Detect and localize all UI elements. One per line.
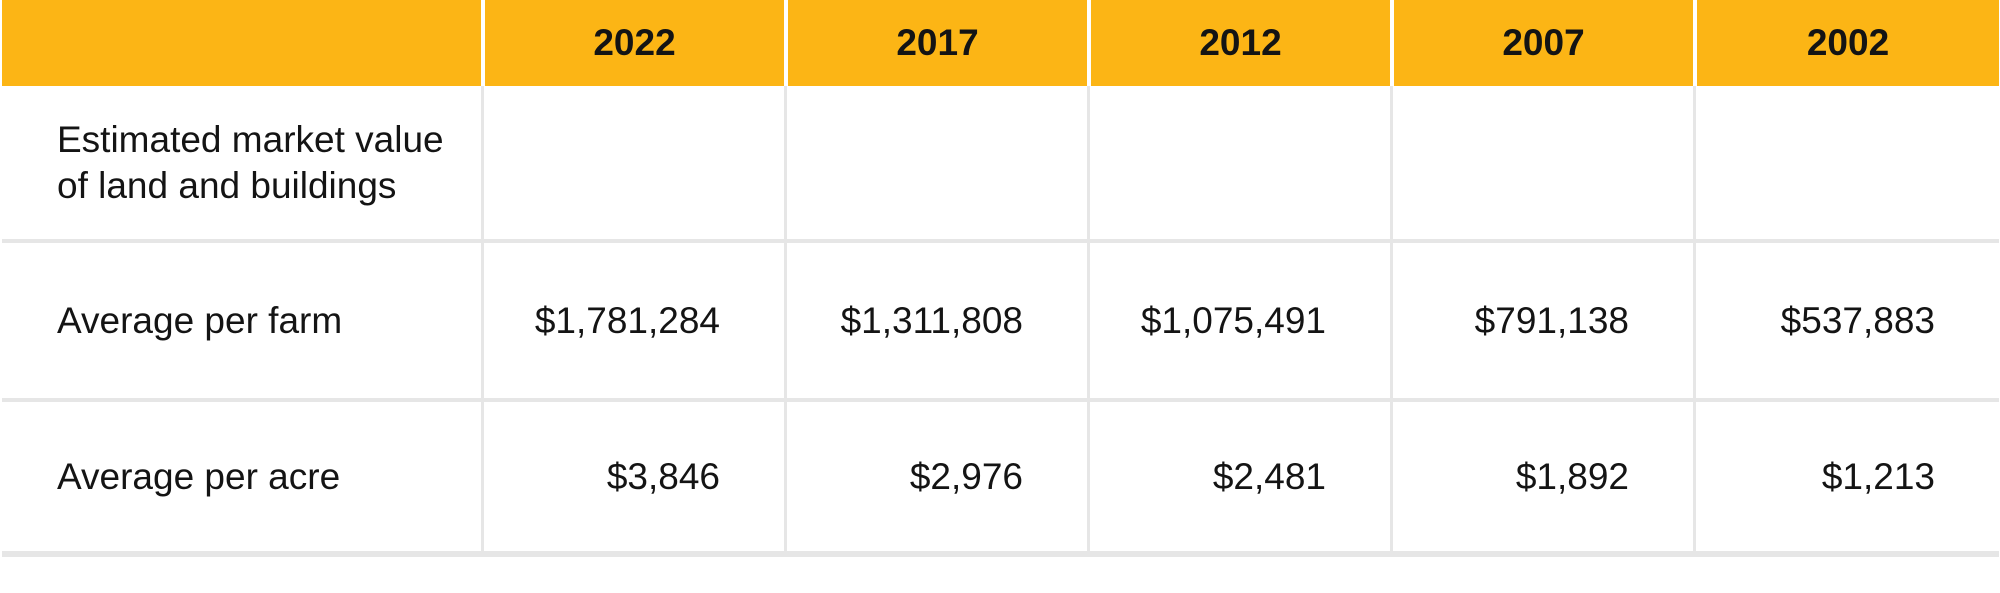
value-cell: $1,213 [1693, 402, 1999, 551]
value-cell [1390, 86, 1693, 239]
value-cell: $1,892 [1390, 402, 1693, 551]
table-row-average-per-acre: Average per acre $3,846 $2,976 $2,481 $1… [2, 402, 1999, 557]
column-header-2002: 2002 [1693, 0, 1999, 86]
table-row-estimated-market-value: Estimated market value of land and build… [2, 86, 1999, 243]
value-cell [481, 86, 784, 239]
column-header-2017: 2017 [784, 0, 1087, 86]
value-cell: $2,481 [1087, 402, 1390, 551]
value-cell: $1,075,491 [1087, 243, 1390, 398]
column-header-2022: 2022 [481, 0, 784, 86]
column-header-2012: 2012 [1087, 0, 1390, 86]
value-cell: $3,846 [481, 402, 784, 551]
value-cell: $537,883 [1693, 243, 1999, 398]
table-header-row: 2022 2017 2012 2007 2002 [2, 0, 1999, 86]
value-cell: $791,138 [1390, 243, 1693, 398]
table-row-average-per-farm: Average per farm $1,781,284 $1,311,808 $… [2, 243, 1999, 402]
row-label-average-per-farm: Average per farm [57, 299, 343, 341]
market-value-table: 2022 2017 2012 2007 2002 Estimated marke… [2, 0, 1999, 557]
value-cell [784, 86, 1087, 239]
row-label-estimated-market-value: Estimated market value of land and build… [57, 118, 444, 206]
row-label-average-per-acre: Average per acre [57, 455, 341, 497]
value-cell: $1,311,808 [784, 243, 1087, 398]
value-cell [1693, 86, 1999, 239]
value-cell: $2,976 [784, 402, 1087, 551]
value-cell: $1,781,284 [481, 243, 784, 398]
corner-header-cell [2, 0, 481, 86]
column-header-2007: 2007 [1390, 0, 1693, 86]
value-cell [1087, 86, 1390, 239]
